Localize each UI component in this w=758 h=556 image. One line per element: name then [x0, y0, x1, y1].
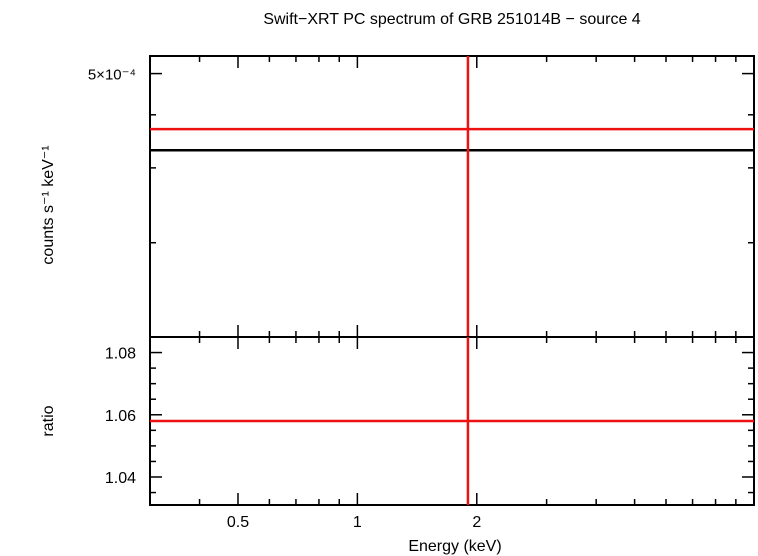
spectrum-frame	[149, 55, 755, 338]
spectrum-panel: 5×10⁻⁴	[88, 55, 755, 338]
y-axis-label-counts: counts s⁻¹ keV⁻¹	[40, 145, 57, 264]
x-tick-label: 2	[472, 514, 481, 531]
x-tick-label: 1	[353, 514, 362, 531]
y-tick-label: 1.04	[105, 470, 136, 487]
x-axis-label: Energy (keV)	[408, 538, 501, 555]
y-tick-label: 5×10⁻⁴	[88, 67, 136, 84]
y-tick-label: 1.06	[105, 408, 136, 425]
chart-title: Swift−XRT PC spectrum of GRB 251014B − s…	[263, 11, 640, 28]
y-axis-label-ratio: ratio	[40, 405, 57, 436]
ratio-panel: 0.5 1 2 1.04 1.06 1.08	[105, 336, 755, 531]
y-tick-label: 1.08	[105, 346, 136, 363]
x-tick-label: 0.5	[227, 514, 249, 531]
